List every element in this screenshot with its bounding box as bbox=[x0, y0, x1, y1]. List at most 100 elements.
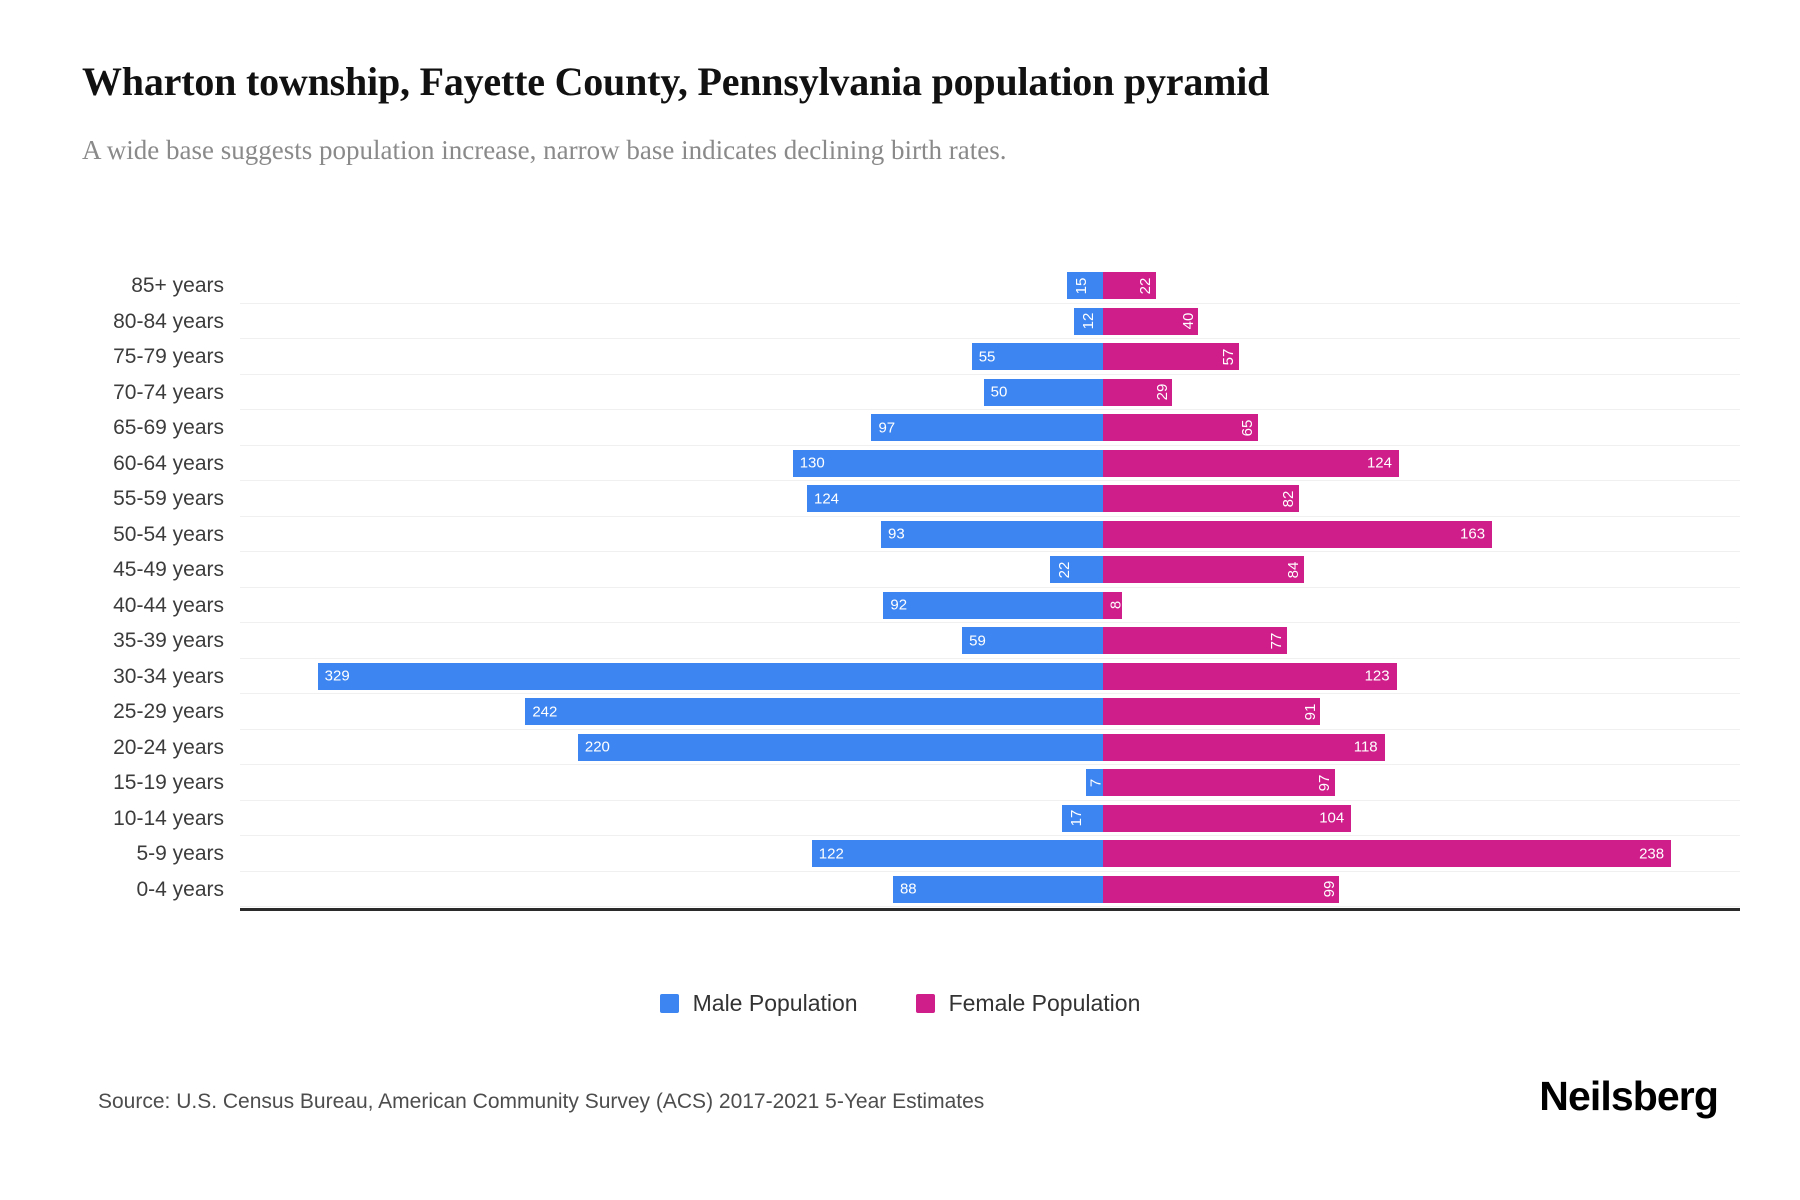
gridline bbox=[240, 622, 1740, 623]
y-axis-label: 80-84 years bbox=[113, 309, 224, 333]
bar-female[interactable]: 82 bbox=[1103, 485, 1299, 512]
gridline bbox=[240, 693, 1740, 694]
bar-female[interactable]: 84 bbox=[1103, 556, 1304, 583]
bar-male[interactable]: 242 bbox=[525, 698, 1103, 725]
bar-female[interactable]: 118 bbox=[1103, 733, 1385, 761]
bar-value-female: 65 bbox=[1239, 419, 1257, 436]
bar-male[interactable]: 93 bbox=[881, 520, 1103, 548]
bar-value-female: 77 bbox=[1267, 632, 1285, 649]
bar-value-female: 22 bbox=[1136, 277, 1154, 294]
bar-male[interactable]: 130 bbox=[792, 449, 1103, 477]
pyramid-row: 60-64 years 130 124 bbox=[113, 446, 1740, 482]
pyramid-row: 30-34 years 329 123 bbox=[113, 659, 1740, 695]
bar-male[interactable]: 97 bbox=[871, 414, 1103, 441]
bar-male[interactable]: 12 bbox=[1074, 307, 1103, 335]
bar-male[interactable]: 122 bbox=[811, 840, 1103, 867]
bar-male[interactable]: 55 bbox=[971, 343, 1103, 370]
gridline bbox=[240, 338, 1740, 339]
gridline bbox=[240, 373, 1740, 375]
bar-female[interactable]: 77 bbox=[1103, 627, 1287, 654]
bar-value-male: 22 bbox=[1056, 561, 1074, 578]
bar-value-male: 88 bbox=[899, 880, 917, 898]
bar-female[interactable]: 123 bbox=[1103, 662, 1397, 690]
bar-male[interactable]: 124 bbox=[807, 485, 1103, 512]
bar-value-male: 93 bbox=[888, 525, 905, 543]
bar-value-female: 84 bbox=[1284, 561, 1302, 578]
bar-value-male: 92 bbox=[890, 596, 908, 614]
y-axis-label: 35-39 years bbox=[113, 629, 224, 652]
bar-value-male: 220 bbox=[584, 738, 610, 756]
legend-item-male[interactable]: Male Population bbox=[659, 990, 858, 1017]
pyramid-row: 40-44 years 92 8 bbox=[113, 588, 1740, 624]
bar-value-male: 17 bbox=[1068, 809, 1086, 827]
gridline bbox=[240, 764, 1740, 765]
bar-value-male: 122 bbox=[818, 845, 844, 862]
bar-female[interactable]: 57 bbox=[1103, 343, 1240, 370]
bar-female[interactable]: 97 bbox=[1103, 769, 1335, 796]
bar-value-female: 118 bbox=[1353, 738, 1378, 756]
gridline bbox=[240, 480, 1740, 481]
y-axis-label: 30-34 years bbox=[113, 664, 224, 688]
gridline bbox=[240, 799, 1740, 801]
bar-female[interactable]: 8 bbox=[1103, 591, 1124, 619]
bar-male[interactable]: 15 bbox=[1067, 272, 1103, 299]
bar-female[interactable]: 238 bbox=[1103, 840, 1672, 867]
y-axis-label: 70-74 years bbox=[113, 380, 224, 404]
bar-female[interactable]: 163 bbox=[1103, 520, 1493, 548]
bar-male[interactable]: 220 bbox=[577, 733, 1103, 761]
pyramid-row: 55-59 years 124 82 bbox=[113, 481, 1740, 517]
bar-female[interactable]: 22 bbox=[1103, 272, 1156, 299]
bar-male[interactable]: 92 bbox=[883, 591, 1103, 619]
pyramid-row: 85+ years 15 22 bbox=[131, 268, 1740, 304]
bar-value-female: 104 bbox=[1319, 809, 1345, 827]
gridline bbox=[240, 870, 1740, 872]
y-axis-label: 85+ years bbox=[131, 274, 224, 297]
bar-value-male: 50 bbox=[990, 383, 1008, 401]
bar-female[interactable]: 91 bbox=[1103, 698, 1321, 725]
legend-item-female[interactable]: Female Population bbox=[915, 990, 1141, 1017]
gridline bbox=[240, 444, 1740, 446]
legend-swatch-female bbox=[915, 994, 935, 1013]
bar-male[interactable]: 329 bbox=[317, 662, 1103, 690]
y-axis-label: 60-64 years bbox=[113, 451, 224, 475]
bar-value-male: 15 bbox=[1073, 277, 1091, 294]
legend-label-female: Female Population bbox=[948, 990, 1141, 1016]
legend-swatch-male bbox=[659, 994, 679, 1013]
gridline bbox=[240, 515, 1740, 517]
y-axis-label: 0-4 years bbox=[136, 877, 224, 901]
y-axis-label: 5-9 years bbox=[136, 842, 224, 865]
bar-value-female: 57 bbox=[1220, 348, 1238, 365]
bar-female[interactable]: 99 bbox=[1103, 875, 1340, 903]
bar-male[interactable]: 50 bbox=[983, 378, 1103, 406]
y-axis-label: 25-29 years bbox=[113, 700, 224, 723]
bar-value-female: 124 bbox=[1366, 454, 1392, 472]
bar-female[interactable]: 29 bbox=[1103, 378, 1173, 406]
bar-value-female: 40 bbox=[1179, 312, 1197, 330]
pyramid-row: 45-49 years 22 84 bbox=[113, 552, 1740, 588]
bar-female[interactable]: 40 bbox=[1103, 307, 1199, 335]
bar-value-male: 7 bbox=[1087, 778, 1105, 787]
bar-female[interactable]: 104 bbox=[1103, 804, 1352, 832]
bar-male[interactable]: 22 bbox=[1050, 556, 1103, 583]
y-axis-label: 40-44 years bbox=[113, 593, 224, 617]
bar-male[interactable]: 59 bbox=[962, 627, 1103, 654]
gridline bbox=[240, 728, 1740, 730]
bar-male[interactable]: 17 bbox=[1062, 804, 1103, 832]
neilsberg-logo: Neilsberg bbox=[1539, 1073, 1719, 1119]
chart-legend: Male Population Female Population bbox=[0, 990, 1800, 1017]
pyramid-row: 50-54 years 93 163 bbox=[113, 517, 1740, 553]
bar-male[interactable]: 88 bbox=[892, 875, 1103, 903]
bar-female[interactable]: 65 bbox=[1103, 414, 1259, 441]
pyramid-row: 35-39 years 59 77 bbox=[113, 623, 1740, 659]
x-axis-baseline bbox=[240, 908, 1740, 911]
gridline bbox=[240, 409, 1740, 410]
bar-male[interactable]: 7 bbox=[1086, 769, 1105, 796]
y-axis-label: 45-49 years bbox=[113, 558, 224, 581]
bar-value-female: 29 bbox=[1153, 383, 1171, 401]
bar-value-female: 99 bbox=[1320, 880, 1338, 898]
bar-value-female: 91 bbox=[1301, 703, 1319, 720]
bar-value-male: 124 bbox=[814, 490, 840, 507]
pyramid-row: 0-4 years 88 99 bbox=[136, 872, 1740, 908]
bar-female[interactable]: 124 bbox=[1103, 449, 1399, 477]
